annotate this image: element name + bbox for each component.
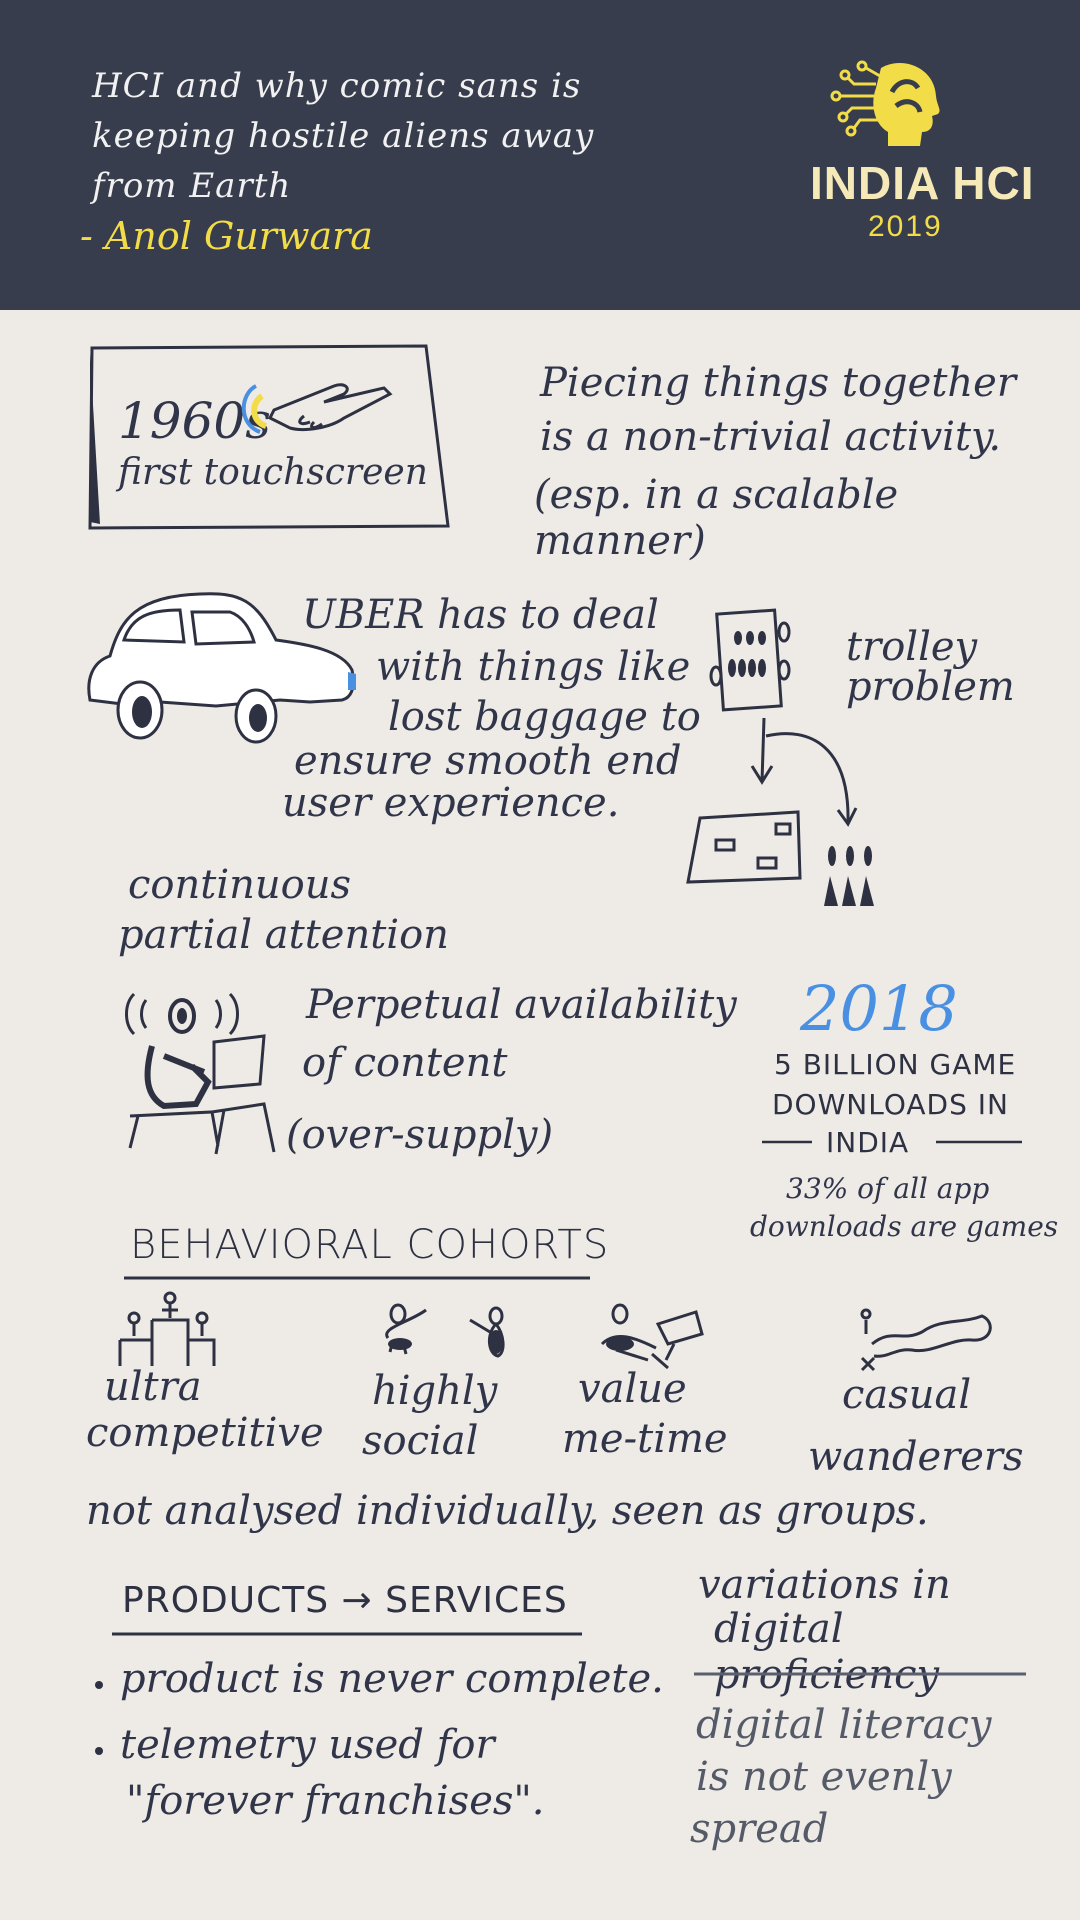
cpa-body-1: Perpetual availability <box>306 982 737 1028</box>
car-icon <box>87 592 356 744</box>
uber-line-4: ensure smooth end <box>294 738 682 784</box>
uber-line-3: lost baggage to <box>388 694 701 740</box>
games-line-2: DOWNLOADS IN <box>772 1088 1009 1121</box>
person-relaxing-icon <box>600 1303 704 1370</box>
finger-touch-icon <box>241 383 393 434</box>
bullet-dot-2 <box>95 1747 103 1755</box>
cpa-body-2: of content <box>302 1040 508 1086</box>
piecing-line-1: Piecing things together <box>540 360 1016 406</box>
cohort-3-line-2: me-time <box>562 1416 728 1462</box>
cohort-4-line-1: casual <box>842 1372 972 1418</box>
header-banner: HCI and why comic sans is keeping hostil… <box>0 0 1080 310</box>
logo-year: 2019 <box>868 210 943 243</box>
games-year: 2018 <box>800 972 958 1045</box>
digital-divider <box>694 1672 1026 1676</box>
talk-title-line-3: from Earth <box>92 166 292 206</box>
cohort-2-line-1: highly <box>372 1368 498 1414</box>
cohorts-heading: BEHAVIORAL COHORTS <box>130 1222 610 1268</box>
piecing-line-3: (esp. in a scalable manner) <box>534 472 899 564</box>
products-heading: PRODUCTS → SERVICES <box>122 1580 568 1621</box>
logo-wordmark: INDIA HCI <box>810 157 1035 209</box>
uber-line-5: user experience. <box>282 780 620 826</box>
cpa-heading-1: continuous <box>128 862 352 908</box>
games-sub-1: 33% of all app <box>786 1172 990 1205</box>
cohort-3-line-1: value <box>578 1366 687 1412</box>
games-line-3: INDIA <box>826 1126 910 1159</box>
cpa-body-3: (over-supply) <box>286 1112 554 1158</box>
digital-heading-1: variations in <box>698 1562 951 1608</box>
cohort-4-line-2: wanderers <box>808 1434 1024 1480</box>
digital-body-2: is not evenly <box>696 1754 952 1800</box>
speaker-name: - Anol Gurwara <box>80 214 373 258</box>
products-bullet-2-cont: "forever franchises". <box>126 1778 545 1824</box>
head-circuit-icon <box>830 60 940 147</box>
piecing-line-2: is a non-trivial activity. <box>540 414 1002 460</box>
products-underline <box>112 1632 582 1636</box>
cohorts-underline <box>124 1276 590 1280</box>
products-bullet-2: telemetry used for <box>120 1722 495 1768</box>
games-line-1: 5 BILLION GAME <box>774 1048 1017 1081</box>
trolley-label-2: problem <box>846 664 1015 710</box>
talk-title-line-2: keeping hostile aliens away <box>92 116 595 156</box>
person-at-laptop-icon <box>125 992 276 1155</box>
trolley-diagram-icon <box>686 608 874 906</box>
uber-line-1: UBER has to deal <box>302 592 659 638</box>
digital-body-3: spread <box>690 1806 829 1852</box>
cohort-1-line-1: ultra <box>104 1364 202 1410</box>
trolley-label-1: trolley <box>846 624 978 670</box>
wandering-path-icon <box>860 1308 992 1372</box>
people-talking-icon <box>385 1303 505 1358</box>
touchscreen-frame <box>88 344 450 530</box>
talk-title-line-1: HCI and why comic sans is <box>92 66 582 106</box>
podium-icon <box>118 1291 216 1366</box>
uber-line-2: with things like <box>376 644 691 690</box>
bullet-dot-1 <box>95 1681 103 1689</box>
digital-heading-2: digital proficiency <box>714 1606 940 1698</box>
games-sub-2: downloads are games <box>750 1210 1059 1243</box>
products-bullet-1: product is never complete. <box>120 1656 664 1702</box>
touchscreen-caption: first touchscreen <box>118 452 428 493</box>
cohort-2-line-2: social <box>362 1418 479 1464</box>
cpa-heading-2: partial attention <box>118 912 449 958</box>
cohorts-note: not analysed individually, seen as group… <box>86 1488 929 1534</box>
games-divider <box>762 1140 1022 1144</box>
digital-body-1: digital literacy <box>696 1702 992 1748</box>
cohort-1-line-2: competitive <box>86 1410 324 1456</box>
